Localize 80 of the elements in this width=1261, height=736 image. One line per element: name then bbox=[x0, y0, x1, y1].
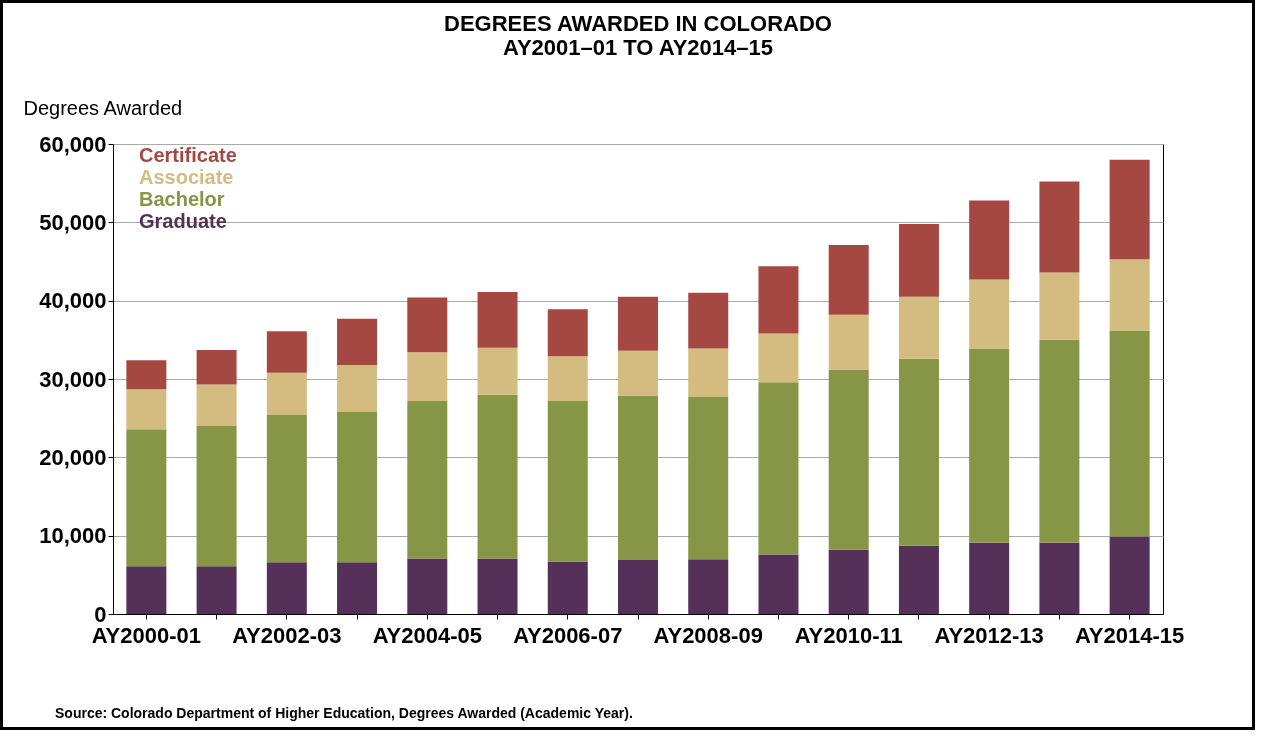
text: Bachelor bbox=[139, 188, 225, 210]
bar bbox=[337, 318, 378, 365]
bar bbox=[898, 545, 939, 614]
bar bbox=[1039, 272, 1080, 340]
bar bbox=[758, 554, 799, 614]
bar bbox=[828, 369, 869, 550]
bar bbox=[898, 296, 939, 359]
source-note: Source: Colorado Department of Higher Education, Degrees Awarded (Academic Year). bbox=[55, 705, 633, 721]
bar bbox=[547, 400, 588, 562]
bar bbox=[828, 549, 869, 614]
bar bbox=[688, 397, 729, 560]
bar bbox=[196, 350, 237, 385]
bar bbox=[969, 279, 1010, 349]
x-tick-label: AY2004-05 bbox=[372, 622, 482, 648]
bar bbox=[618, 350, 658, 396]
bar bbox=[266, 415, 307, 563]
bar bbox=[337, 364, 378, 412]
bar bbox=[618, 395, 658, 560]
bar bbox=[618, 559, 658, 614]
x-tick-label: AY2014-15 bbox=[1075, 622, 1185, 648]
x-tick-label: AY2006-07 bbox=[513, 622, 623, 648]
bar bbox=[969, 542, 1010, 614]
bar bbox=[477, 347, 518, 395]
bar bbox=[1039, 339, 1080, 543]
bar bbox=[266, 331, 307, 373]
bar bbox=[547, 309, 588, 357]
bar bbox=[1109, 159, 1150, 260]
text: Associate bbox=[139, 166, 234, 188]
bar bbox=[1109, 330, 1150, 537]
y-tick-label: 30,000 bbox=[39, 366, 107, 392]
bar bbox=[828, 245, 869, 315]
bar bbox=[828, 314, 869, 370]
bar bbox=[969, 200, 1010, 280]
y-axis-title: Degrees Awarded bbox=[23, 96, 183, 119]
y-tick-label: 20,000 bbox=[39, 444, 107, 470]
bar bbox=[618, 296, 658, 351]
bar bbox=[547, 356, 588, 401]
bar bbox=[196, 566, 237, 614]
y-tick-label: 60,000 bbox=[39, 131, 107, 157]
bar bbox=[1109, 259, 1150, 331]
bar bbox=[1109, 536, 1150, 614]
bar bbox=[407, 400, 448, 559]
bar bbox=[758, 382, 799, 555]
chart-title: DEGREES AWARDED IN COLORADO AY2001–01 TO AY2014–15 bbox=[444, 11, 832, 60]
x-tick-label: AY2002-03 bbox=[232, 622, 342, 648]
bar bbox=[126, 566, 167, 614]
bar bbox=[547, 561, 588, 614]
bar bbox=[266, 562, 307, 614]
bar bbox=[1039, 542, 1080, 614]
bar bbox=[477, 558, 518, 614]
bar bbox=[688, 348, 729, 398]
x-tick-label: AY2012-13 bbox=[934, 622, 1044, 648]
bar bbox=[337, 411, 378, 563]
bar bbox=[407, 297, 448, 353]
bar bbox=[688, 292, 729, 349]
bar bbox=[126, 429, 167, 567]
bar bbox=[758, 333, 799, 383]
bar bbox=[126, 389, 167, 430]
bar bbox=[266, 372, 307, 416]
bar bbox=[407, 352, 448, 401]
x-tick-label: AY2008-09 bbox=[653, 622, 763, 648]
bar bbox=[898, 223, 939, 297]
bar bbox=[196, 426, 237, 567]
y-tick-label: 40,000 bbox=[39, 288, 107, 314]
y-tick-label: 10,000 bbox=[39, 523, 107, 549]
bar bbox=[126, 360, 167, 390]
text: Certificate bbox=[139, 144, 237, 166]
bar bbox=[477, 394, 518, 559]
bar bbox=[969, 348, 1010, 543]
bar bbox=[1039, 181, 1080, 273]
bar bbox=[477, 292, 518, 348]
x-tick-label: AY2010-11 bbox=[794, 622, 903, 648]
bar bbox=[688, 559, 729, 614]
bar bbox=[196, 384, 237, 426]
bar bbox=[337, 562, 378, 614]
y-tick-label: 50,000 bbox=[39, 209, 107, 235]
bar bbox=[407, 558, 448, 614]
bar bbox=[758, 266, 799, 334]
bar bbox=[898, 358, 939, 546]
text: Graduate bbox=[139, 210, 227, 232]
